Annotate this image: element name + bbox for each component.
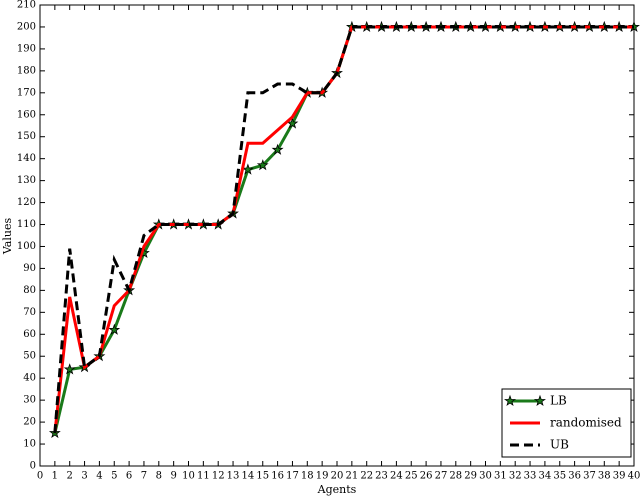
y-tick-label: 60	[23, 329, 36, 340]
legend-label: UB	[550, 438, 569, 452]
x-tick-label: 33	[524, 471, 537, 482]
x-tick-label: 38	[598, 471, 611, 482]
x-tick-label: 25	[405, 471, 418, 482]
legend-marker	[504, 394, 516, 406]
star-marker	[256, 159, 269, 171]
y-tick-label: 50	[23, 351, 36, 362]
x-tick-label: 4	[96, 471, 102, 482]
star-marker	[271, 143, 284, 155]
x-tick-label: 39	[613, 471, 626, 482]
y-tick-label: 30	[23, 395, 36, 406]
series-line	[53, 25, 634, 434]
x-axis-label: Agents	[317, 483, 357, 496]
x-tick-label: 10	[182, 471, 195, 482]
y-tick-label: 190	[17, 43, 36, 54]
y-tick-label: 10	[23, 439, 36, 450]
y-tick-label: 210	[17, 0, 36, 11]
x-tick-label: 3	[81, 471, 87, 482]
x-tick-label: 37	[583, 471, 596, 482]
y-tick-label: 90	[23, 263, 36, 274]
legend-label: randomised	[550, 416, 622, 430]
x-tick-label: 13	[227, 471, 240, 482]
x-tick-label: 34	[539, 471, 552, 482]
x-tick-label: 26	[420, 471, 433, 482]
y-tick-label: 120	[17, 197, 36, 208]
x-tick-label: 30	[479, 471, 492, 482]
y-tick-label: 40	[23, 373, 36, 384]
x-tick-label: 28	[449, 471, 462, 482]
star-marker	[63, 363, 76, 375]
x-tick-label: 12	[212, 471, 225, 482]
series-line	[53, 25, 634, 434]
y-tick-label: 100	[17, 241, 36, 252]
y-tick-label: 140	[17, 153, 36, 164]
x-tick-label: 27	[435, 471, 448, 482]
y-tick-label: 160	[17, 109, 36, 120]
x-tick-label: 40	[628, 471, 640, 482]
y-tick-label: 130	[17, 175, 36, 186]
x-tick-label: 14	[242, 471, 255, 482]
x-tick-label: 7	[141, 471, 147, 482]
x-tick-label: 17	[286, 471, 299, 482]
y-tick-label: 150	[17, 131, 36, 142]
y-axis-label: Values	[1, 218, 14, 256]
x-tick-label: 20	[331, 471, 344, 482]
y-tick-label: 170	[17, 87, 36, 98]
y-tick-label: 80	[23, 285, 36, 296]
x-tick-label: 35	[553, 471, 566, 482]
x-tick-label: 2	[67, 471, 73, 482]
x-tick-label: 0	[37, 471, 43, 482]
x-tick-label: 29	[464, 471, 477, 482]
x-tick-label: 32	[509, 471, 522, 482]
x-tick-label: 23	[375, 471, 388, 482]
x-tick-label: 31	[494, 471, 507, 482]
y-tick-label: 70	[23, 307, 36, 318]
x-tick-label: 36	[568, 471, 581, 482]
x-tick-label: 9	[170, 471, 176, 482]
star-marker	[108, 323, 121, 335]
x-tick-label: 15	[256, 471, 269, 482]
y-tick-label: 20	[23, 417, 36, 428]
x-tick-label: 5	[111, 471, 117, 482]
legend-marker	[534, 394, 546, 406]
x-tick-label: 19	[316, 471, 329, 482]
y-tick-label: 110	[17, 219, 36, 230]
legend-label: LB	[550, 394, 567, 408]
x-tick-label: 8	[156, 471, 162, 482]
x-tick-label: 11	[197, 471, 210, 482]
x-tick-label: 16	[271, 471, 284, 482]
series-line	[53, 25, 634, 434]
x-tick-label: 24	[390, 471, 403, 482]
y-tick-label: 180	[17, 65, 36, 76]
y-tick-label: 0	[30, 461, 36, 472]
x-tick-label: 18	[301, 471, 314, 482]
x-tick-label: 22	[360, 471, 373, 482]
x-tick-label: 21	[345, 471, 358, 482]
star-marker	[241, 163, 254, 175]
x-tick-label: 1	[52, 471, 58, 482]
y-tick-label: 200	[17, 21, 36, 32]
x-tick-label: 6	[126, 471, 132, 482]
